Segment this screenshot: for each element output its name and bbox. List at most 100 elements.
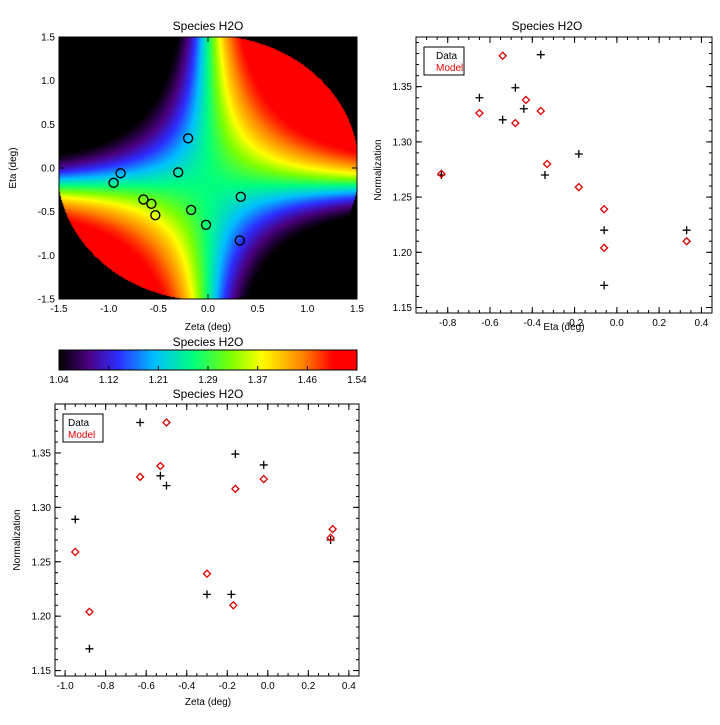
eta-legend-model: Model <box>436 63 463 74</box>
map-point <box>234 235 245 246</box>
eta-panel: Species H2O -0.8 -0.6 -0.4 -0.2 0.0 0.2 0.4 1.1… <box>373 19 713 333</box>
eta-model-point <box>498 51 508 61</box>
map-point <box>108 177 119 189</box>
zeta-legend-box <box>62 413 104 443</box>
zeta-model-point <box>228 600 238 610</box>
eta-data-point <box>519 104 528 113</box>
map-point <box>115 168 126 179</box>
colorbar-tick-label: 1.04 <box>49 375 69 386</box>
zeta-model-point <box>230 484 240 494</box>
eta-data-point <box>511 83 520 92</box>
eta-model-point <box>436 169 446 179</box>
map-point <box>200 219 212 230</box>
map-xtick-label: 0.5 <box>251 304 265 315</box>
colorbar-panel: Species H2O 1.04 1.12 1.21 1.29 1.37 1.46 1.54 <box>49 335 367 386</box>
zeta-data-point <box>231 450 240 459</box>
zeta-xtick-label: -0.6 <box>138 681 156 692</box>
map-ytick-label: 0.5 <box>41 120 55 131</box>
zeta-data-point <box>136 418 145 427</box>
zeta-legend-data: Data <box>68 418 90 429</box>
eta-xtick-label: -0.2 <box>566 318 584 329</box>
eta-ytick-label: 1.25 <box>393 193 413 204</box>
eta-data-point <box>498 115 507 124</box>
eta-legend: Data Model <box>423 46 465 76</box>
map-raster <box>59 37 357 299</box>
eta-model-point <box>536 106 546 116</box>
eta-legend-box <box>423 46 465 76</box>
zeta-axes: -1.0 -0.8 -0.6 -0.4 -0.2 0.0 0.2 0.4 1.15 1.20 1.2… <box>32 404 360 692</box>
map-xtick-label: -1.0 <box>100 304 118 315</box>
colorbar-title: Species H2O <box>173 335 244 349</box>
zeta-ytick-label: 1.15 <box>32 666 52 677</box>
map-point <box>146 198 157 210</box>
zeta-ytick-label: 1.30 <box>32 503 52 514</box>
eta-ylabel: Normalization <box>373 139 384 200</box>
zeta-model-point <box>259 474 269 484</box>
map-point <box>235 191 246 203</box>
eta-xlabel: Eta (deg) <box>543 322 584 333</box>
colorbar-tick-label: 1.37 <box>248 375 268 386</box>
map-title: Species H2O <box>173 19 244 33</box>
colorbar-tick-label: 1.46 <box>298 375 318 386</box>
eta-xtick-label: 0.2 <box>652 318 666 329</box>
colorbar-tick-label: 1.29 <box>198 375 218 386</box>
eta-title: Species H2O <box>512 19 583 33</box>
zeta-data-point <box>203 590 211 599</box>
colorbar-tick-label: 1.12 <box>99 375 119 386</box>
map-ytick-label: 1.5 <box>41 33 55 44</box>
eta-ytick-label: 1.35 <box>393 82 413 93</box>
eta-model-point <box>542 159 552 169</box>
zeta-panel: Species H2O -1.0 -0.8 -0.6 -0.4 -0.2 0.0 0.2 0.… <box>12 387 360 708</box>
map-point <box>150 209 161 221</box>
zeta-model-point <box>135 472 145 482</box>
zeta-data-point <box>162 481 171 490</box>
zeta-xlabel: Zeta (deg) <box>185 697 231 708</box>
eta-xtick-label: -0.8 <box>439 318 457 329</box>
zeta-data-point <box>85 644 94 653</box>
zeta-data-point <box>227 590 236 599</box>
zeta-xtick-label: 0.0 <box>261 681 275 692</box>
zeta-ylabel: Normalization <box>12 509 23 570</box>
eta-xtick-label: -0.4 <box>524 318 542 329</box>
eta-model-point <box>599 243 609 253</box>
eta-model-point <box>574 182 584 192</box>
map-image <box>59 37 357 299</box>
zeta-ytick-label: 1.20 <box>32 612 52 623</box>
map-ylabel: Eta (deg) <box>8 147 19 188</box>
eta-xtick-label: 0.4 <box>694 318 708 329</box>
map-xlabel: Zeta (deg) <box>185 322 231 333</box>
zeta-model-point <box>326 533 336 543</box>
map-xtick-label: 1.5 <box>350 304 364 315</box>
eta-data-point <box>600 226 609 235</box>
eta-model-point <box>682 236 692 246</box>
map-axes: -1.5 -1.0 -0.5 0.0 0.5 1.0 1.5 -1.5 -1.0 -0.5 0.0 0… <box>38 33 365 316</box>
zeta-points <box>70 418 338 653</box>
eta-model-point <box>510 118 520 128</box>
eta-data-point <box>540 171 549 179</box>
eta-data-point <box>475 93 484 102</box>
eta-model-point <box>475 108 484 118</box>
zeta-data-point <box>156 471 165 480</box>
colorbar-tick-label: 1.54 <box>347 375 367 386</box>
map-ytick-label: -1.0 <box>38 251 56 262</box>
eta-model-point <box>521 95 531 105</box>
eta-xtick-label: -0.6 <box>481 318 499 329</box>
zeta-ytick-label: 1.35 <box>32 448 52 459</box>
zeta-xtick-label: 0.2 <box>301 681 315 692</box>
map-point <box>185 204 197 216</box>
zeta-ytick-label: 1.25 <box>32 557 52 568</box>
map-ytick-label: -0.5 <box>38 207 56 218</box>
zeta-model-point <box>162 418 171 427</box>
eta-model-point <box>599 204 609 214</box>
eta-data-point <box>536 50 545 59</box>
eta-xtick-label: 0.0 <box>610 318 624 329</box>
zeta-model-point <box>85 607 94 617</box>
eta-ytick-label: 1.15 <box>393 303 413 314</box>
eta-points <box>436 50 692 290</box>
colorbar-tick-label: 1.21 <box>149 375 169 386</box>
zeta-data-point <box>326 536 335 544</box>
zeta-xtick-label: 0.4 <box>342 681 356 692</box>
zeta-xtick-label: -0.4 <box>178 681 196 692</box>
eta-ytick-label: 1.20 <box>393 248 413 259</box>
